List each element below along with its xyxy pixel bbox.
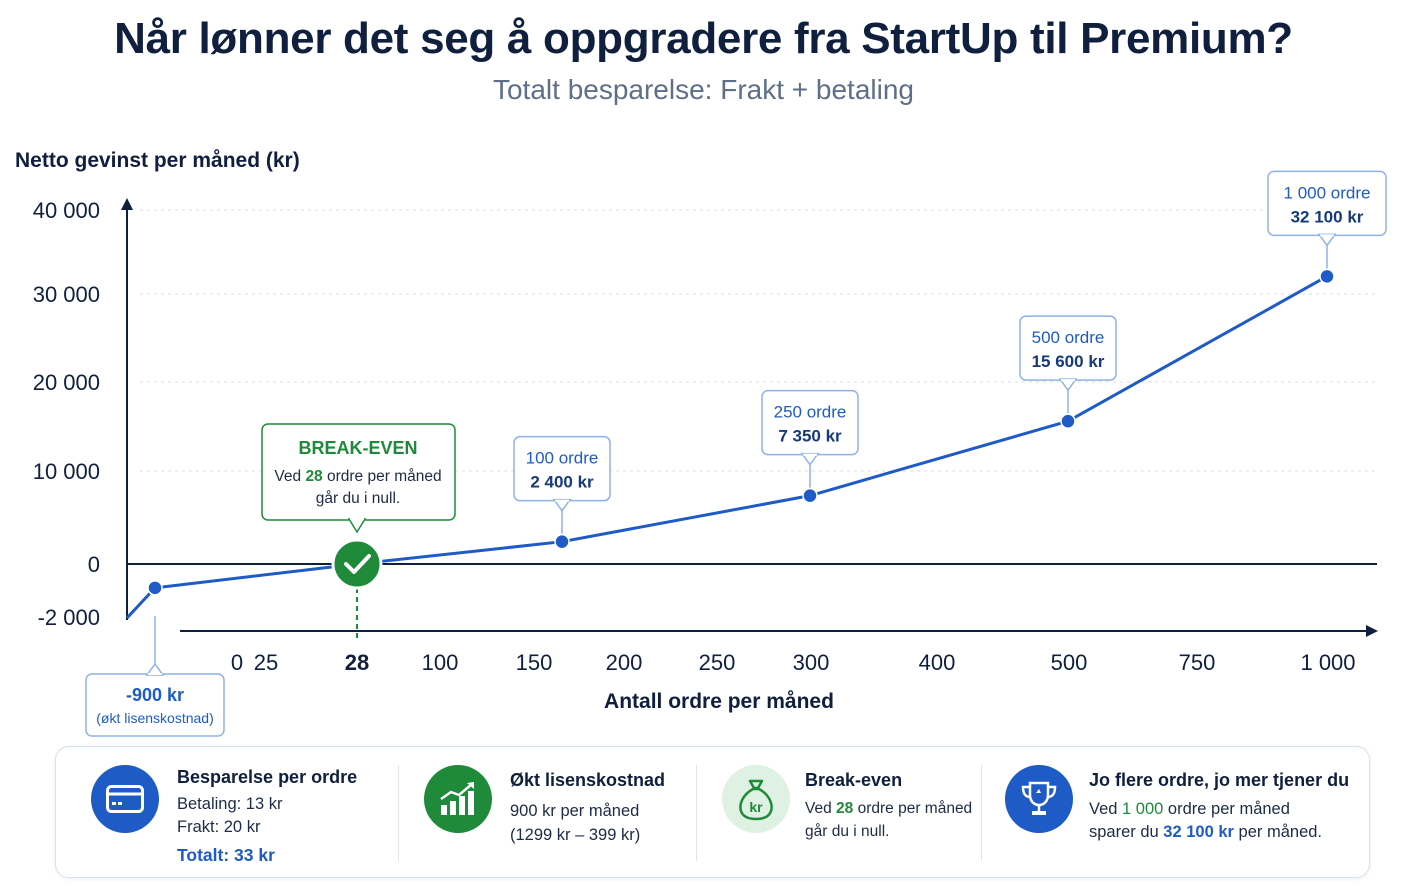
card-line: Ved 28 ordre per måned: [805, 800, 973, 817]
negative-callout-box: [85, 673, 225, 737]
y-tick-label: 30 000: [33, 282, 100, 307]
card-line: 900 kr per måned: [510, 802, 640, 820]
callout-orders: 250 ordre: [774, 403, 847, 422]
card-heading: Økt lisenskostnad: [510, 770, 666, 790]
card-total: Totalt: 33 kr: [177, 845, 275, 865]
x-tick-label: 400: [919, 650, 956, 675]
info-card-breakeven: kr Break-even Ved 28 ordre per måned går…: [696, 747, 981, 879]
x-tick-label: 200: [606, 650, 643, 675]
negative-callout-note: (økt lisenskostnad): [96, 710, 213, 726]
break-even-title: BREAK-EVEN: [298, 438, 417, 458]
break-even-text-line2: går du i null.: [316, 490, 400, 507]
break-even-text: Ved 28 ordre per måned: [274, 468, 441, 485]
credit-card-icon: [91, 765, 159, 833]
line-chart: 40 000 30 000 20 000 10 000 0 -2 000 0 25 28 100…: [15, 149, 1387, 737]
card-heading: Break-even: [805, 770, 903, 790]
card-line: går du i null.: [805, 823, 890, 840]
card-line: Betaling: 13 kr: [177, 795, 283, 813]
break-even-pointer: [347, 518, 367, 534]
data-point: [1060, 413, 1076, 429]
y-tick-label: 10 000: [33, 459, 100, 484]
data-point: [147, 580, 163, 596]
callout-value: 32 100 kr: [1291, 207, 1364, 226]
x-tick-label: 0: [231, 650, 243, 675]
y-tick-label: 0: [88, 552, 100, 577]
card-heading: Jo flere ordre, jo mer tjener du: [1089, 770, 1350, 790]
callout-value: 7 350 kr: [778, 427, 842, 446]
money-bag-icon: kr: [722, 765, 790, 833]
x-tick-label: 1 000: [1300, 650, 1355, 675]
y-axis-arrow: [121, 198, 133, 210]
data-point: [1319, 268, 1335, 285]
callout-orders: 500 ordre: [1032, 328, 1105, 347]
y-tick-label: 40 000: [33, 198, 100, 223]
data-point: [802, 487, 818, 504]
check-icon: [344, 554, 371, 574]
x-tick-label: 500: [1051, 650, 1088, 675]
page-subtitle: Totalt besparelse: Frakt + betaling: [492, 74, 914, 105]
x-axis-arrow: [1366, 625, 1378, 637]
callout-orders: 1 000 ordre: [1284, 183, 1371, 202]
y-tick-label: -2 000: [38, 605, 100, 630]
callout-value: 15 600 kr: [1032, 352, 1105, 371]
page-title: Når lønner det seg å oppgradere fra Star…: [114, 14, 1293, 63]
callout-value: 2 400 kr: [530, 473, 594, 492]
card-line: Ved 1 000 ordre per måned: [1089, 800, 1290, 818]
divider: [398, 765, 399, 861]
x-tick-label: 750: [1179, 650, 1216, 675]
x-tick-label: 100: [422, 650, 459, 675]
y-axis-title: Netto gevinst per måned (kr): [15, 149, 300, 172]
divider: [981, 765, 982, 861]
card-line: sparer du 32 100 kr per måned.: [1089, 823, 1323, 841]
card-line: (1299 kr – 399 kr): [510, 826, 641, 844]
svg-text:kr: kr: [749, 799, 763, 815]
info-panel: Besparelse per ordre Betaling: 13 kr Fra…: [55, 746, 1370, 878]
y-tick-label: 20 000: [33, 370, 100, 395]
callout-orders: 100 ordre: [526, 449, 599, 468]
x-tick-label: 300: [793, 650, 830, 675]
break-even-marker: [331, 538, 383, 590]
card-line: Frakt: 20 kr: [177, 818, 261, 836]
data-point: [554, 533, 570, 550]
negative-callout-value: -900 kr: [126, 685, 184, 705]
x-axis-title: Antall ordre per måned: [604, 690, 834, 713]
x-tick-label-break-even: 28: [345, 650, 369, 675]
info-card-savings: Besparelse per ordre Betaling: 13 kr Fra…: [56, 747, 396, 879]
trophy-icon: [1005, 765, 1073, 833]
info-card-license: Økt lisenskostnad 900 kr per måned (1299…: [398, 747, 696, 879]
x-tick-label: 25: [254, 650, 278, 675]
x-tick-label: 150: [516, 650, 553, 675]
card-heading: Besparelse per ordre: [177, 767, 358, 787]
growth-chart-icon: [424, 765, 492, 833]
info-card-more-orders: Jo flere ordre, jo mer tjener du Ved 1 0…: [981, 747, 1371, 879]
x-tick-label: 250: [699, 650, 736, 675]
divider: [696, 765, 697, 861]
